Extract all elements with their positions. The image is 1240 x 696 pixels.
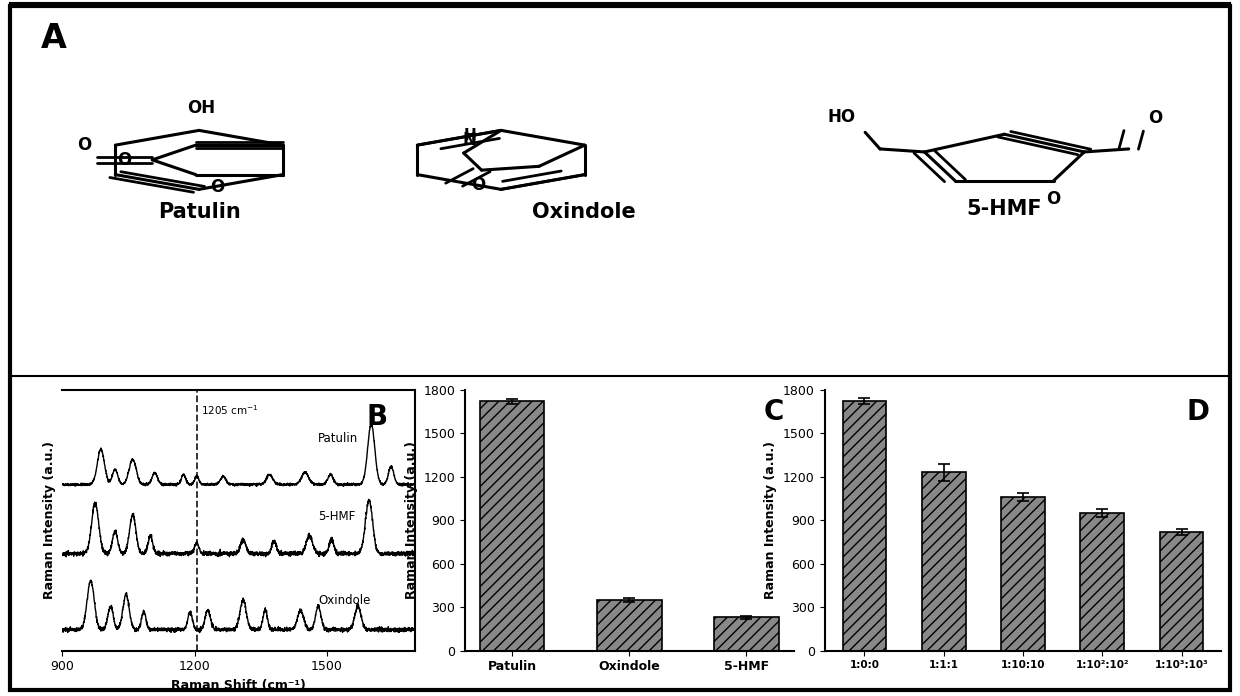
Text: O: O — [1148, 109, 1163, 127]
Text: Patulin: Patulin — [157, 202, 241, 222]
Text: OH: OH — [187, 100, 216, 118]
Text: A: A — [41, 22, 66, 55]
Bar — [1001, 497, 1045, 651]
Text: Oxindole: Oxindole — [319, 594, 371, 607]
Bar — [843, 402, 887, 651]
Text: Oxindole: Oxindole — [532, 202, 635, 222]
Text: Patulin: Patulin — [319, 432, 358, 445]
Text: HO: HO — [827, 108, 856, 126]
Text: N: N — [463, 132, 476, 150]
Text: O: O — [77, 136, 91, 154]
Text: O: O — [1047, 190, 1061, 208]
X-axis label: Raman Shift (cm⁻¹): Raman Shift (cm⁻¹) — [171, 679, 306, 692]
Text: O: O — [471, 175, 486, 193]
Y-axis label: Raman Intensity (a.u.): Raman Intensity (a.u.) — [43, 441, 57, 599]
Text: H: H — [464, 127, 476, 143]
Bar — [598, 600, 661, 651]
Text: 1205 cm$^{-1}$: 1205 cm$^{-1}$ — [201, 403, 259, 417]
Y-axis label: Raman Intensity (a.u.): Raman Intensity (a.u.) — [404, 441, 418, 599]
Bar — [1080, 513, 1125, 651]
Text: O: O — [117, 151, 131, 169]
Bar — [480, 402, 544, 651]
Text: B: B — [366, 403, 387, 431]
Bar — [1159, 532, 1203, 651]
Text: 5-HMF: 5-HMF — [966, 199, 1042, 219]
Text: D: D — [1187, 397, 1209, 425]
Y-axis label: Raman Intensity (a.u.): Raman Intensity (a.u.) — [764, 441, 777, 599]
Text: 5-HMF: 5-HMF — [319, 510, 356, 523]
Text: O: O — [211, 178, 224, 196]
Bar — [714, 617, 779, 651]
Bar — [921, 473, 966, 651]
Text: C: C — [764, 397, 784, 425]
